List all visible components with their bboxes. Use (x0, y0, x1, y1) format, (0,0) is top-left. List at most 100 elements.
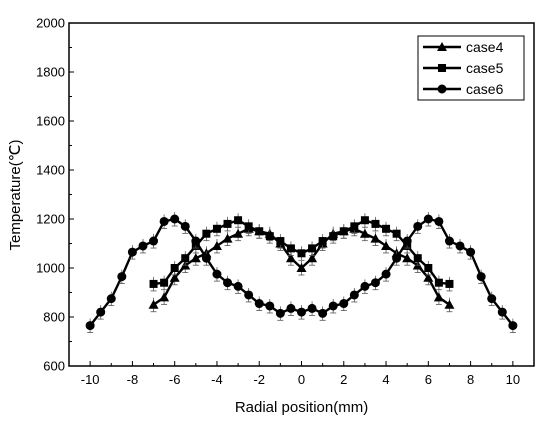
data-point-case6 (466, 247, 476, 257)
data-point-case5 (308, 244, 317, 253)
data-point-case6 (476, 272, 486, 282)
series-case6 (85, 212, 518, 333)
x-tick-label: 8 (467, 372, 474, 387)
x-tick-label: 6 (425, 372, 432, 387)
data-point-case6 (307, 303, 317, 313)
data-point-case6 (191, 236, 201, 246)
data-point-case5 (170, 264, 179, 272)
data-point-case5 (244, 222, 253, 231)
x-tick-label: 4 (382, 372, 389, 387)
data-point-case6 (455, 241, 465, 251)
x-axis: -10 -8 -6 -4 -2 0 2 4 6 8 10 (81, 361, 520, 387)
data-point-case5 (329, 232, 338, 241)
data-point-case6 (402, 236, 412, 246)
data-point-case6 (392, 253, 402, 263)
data-point-case5 (445, 279, 454, 288)
data-point-case6 (159, 216, 169, 226)
data-point-case5 (424, 264, 433, 272)
data-point-case5 (234, 216, 243, 225)
data-point-case5 (276, 237, 285, 246)
legend-label: case5 (466, 60, 504, 76)
data-point-case5 (286, 244, 295, 253)
data-point-case4 (190, 253, 201, 263)
data-point-case6 (275, 308, 285, 318)
data-point-case4 (370, 233, 381, 243)
x-tick-label: -10 (81, 372, 100, 387)
data-point-case6 (328, 301, 338, 311)
data-point-case6 (180, 221, 190, 231)
data-point-case6 (149, 236, 159, 246)
data-point-case5 (318, 237, 327, 246)
y-axis-title: Temperature(℃) (7, 139, 24, 250)
data-point-case4 (148, 299, 159, 309)
y-tick-label: 600 (43, 359, 65, 374)
data-point-case6 (201, 253, 211, 263)
data-point-case4 (233, 228, 244, 238)
data-point-case5 (297, 249, 306, 258)
y-tick-label: 1600 (36, 114, 65, 129)
data-point-case6 (297, 307, 306, 317)
data-point-case6 (85, 321, 95, 331)
data-point-case6 (223, 278, 233, 288)
x-tick-label: -6 (169, 372, 181, 387)
data-point-case4 (285, 253, 296, 263)
x-tick-label: -8 (127, 372, 139, 387)
legend-marker (437, 42, 447, 51)
data-point-case5 (392, 229, 401, 238)
legend-marker (438, 64, 446, 72)
x-tick-label: -4 (211, 372, 223, 387)
legend-label: case6 (466, 81, 504, 97)
data-point-case4 (211, 240, 222, 250)
data-point-case6 (117, 272, 127, 282)
legend-marker (437, 84, 447, 94)
legend-label: case4 (466, 39, 504, 55)
data-point-case6 (106, 294, 116, 304)
data-point-case5 (382, 224, 391, 233)
series-case4 (148, 221, 455, 313)
y-tick-label: 800 (43, 310, 65, 325)
data-point-case6 (370, 278, 380, 288)
y-tick-label: 1400 (36, 163, 65, 178)
data-point-case6 (349, 290, 359, 300)
y-tick-label: 1200 (36, 212, 65, 227)
data-point-case5 (160, 278, 169, 287)
data-point-case6 (423, 214, 433, 224)
data-point-case6 (170, 214, 180, 224)
x-tick-label: -2 (253, 372, 265, 387)
data-point-case6 (233, 281, 243, 291)
data-point-case6 (497, 307, 507, 317)
data-point-case6 (360, 281, 370, 291)
data-point-case4 (296, 263, 307, 272)
data-point-case4 (381, 240, 392, 250)
series-case5 (149, 213, 454, 292)
x-tick-label: 10 (506, 372, 520, 387)
data-point-case4 (159, 292, 170, 302)
y-axis: 600 800 1000 1200 1400 1600 1800 2000 (36, 16, 74, 374)
data-point-case5 (434, 278, 443, 287)
legend: case4 case5 case6 (417, 35, 525, 101)
x-tick-label: 2 (340, 372, 347, 387)
series-layer (85, 212, 518, 333)
data-point-case5 (181, 254, 190, 263)
data-point-case6 (96, 307, 106, 317)
data-point-case6 (434, 216, 444, 226)
data-point-case6 (244, 290, 254, 300)
data-point-case6 (286, 303, 296, 313)
data-point-case5 (371, 219, 380, 228)
data-point-case6 (254, 299, 264, 309)
data-point-case6 (212, 269, 222, 279)
data-point-case4 (444, 299, 455, 309)
data-point-case6 (413, 221, 423, 231)
x-axis-title: Radial position(mm) (235, 399, 368, 416)
data-point-case5 (360, 216, 369, 225)
data-point-case5 (212, 224, 221, 233)
data-point-case5 (255, 227, 264, 236)
data-point-case4 (169, 272, 180, 282)
data-point-case4 (222, 233, 233, 243)
data-point-case4 (433, 292, 444, 302)
y-tick-label: 1800 (36, 65, 65, 80)
y-tick-label: 1000 (36, 261, 65, 276)
data-point-case6 (381, 269, 391, 279)
data-point-case6 (318, 308, 328, 318)
